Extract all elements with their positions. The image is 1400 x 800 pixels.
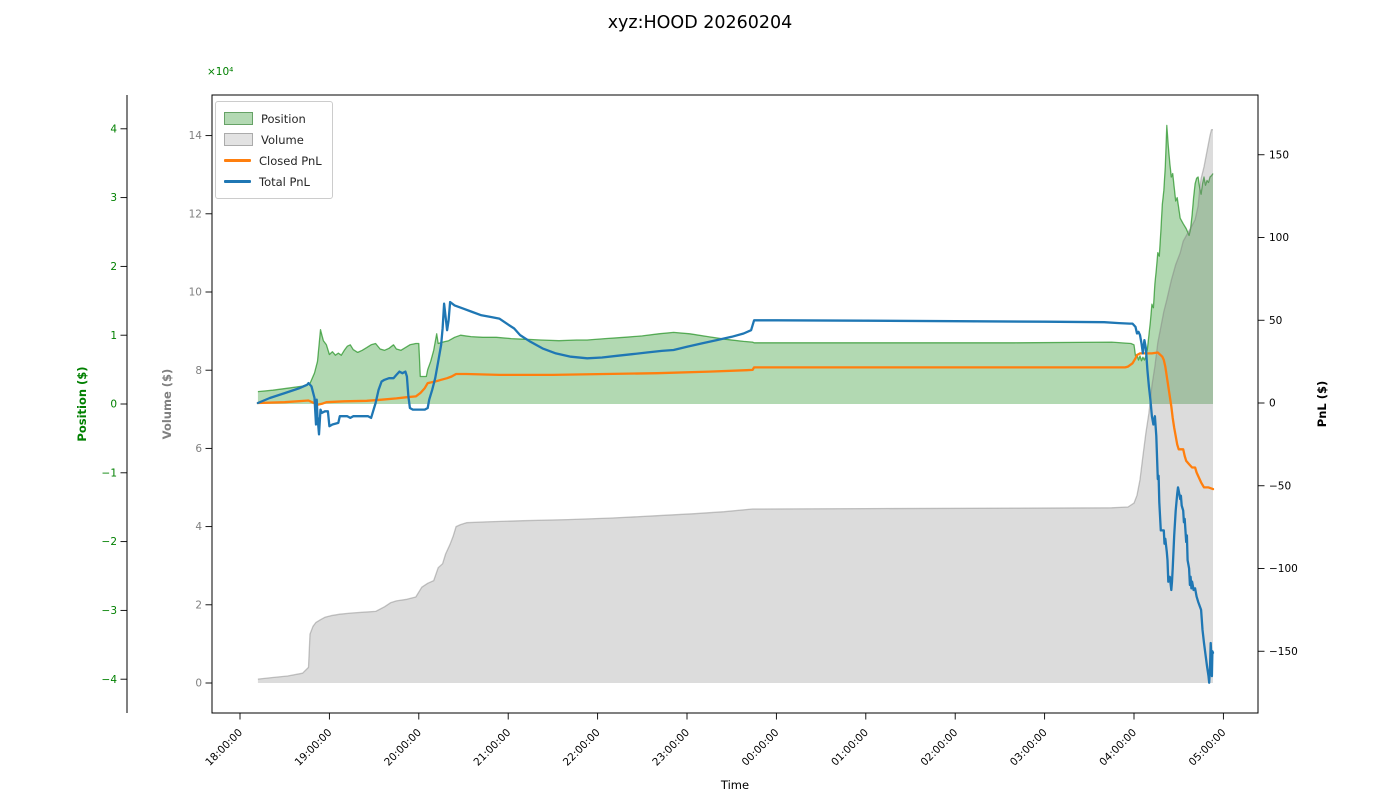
position-axis-label: Position ($) — [75, 366, 89, 442]
x-tick-label: 23:00:00 — [650, 727, 692, 769]
volume-tick-label: 6 — [195, 443, 202, 455]
x-tick-label: 00:00:00 — [740, 727, 782, 769]
x-tick-label: 21:00:00 — [471, 727, 513, 769]
chart-title: xyz:HOOD 20260204 — [607, 13, 793, 33]
pnl-axis-label: PnL ($) — [1315, 380, 1329, 428]
pnl-tick-label: 50 — [1269, 315, 1282, 327]
x-tick-label: 05:00:00 — [1187, 727, 1229, 769]
pnl-tick-label: 0 — [1269, 398, 1276, 410]
total-pnl-line — [256, 300, 1215, 684]
volume-tick-label: 10 — [189, 287, 202, 299]
volume-tick-label: 14 — [189, 130, 203, 142]
x-tick-label: 02:00:00 — [918, 727, 960, 769]
legend-item-closed-pnl: Closed PnL — [224, 150, 322, 171]
volume-tick-label: 0 — [195, 678, 202, 690]
position-tick-label: −1 — [102, 467, 117, 479]
legend: Position Volume Closed PnL Total PnL — [215, 101, 333, 199]
x-tick-label: 22:00:00 — [561, 727, 603, 769]
pnl-tick-label: 150 — [1269, 149, 1289, 161]
position-tick-label: 0 — [110, 399, 117, 411]
pnl-tick-label: −50 — [1269, 480, 1291, 492]
plot-border — [211, 94, 1259, 714]
legend-label: Volume — [261, 132, 304, 147]
x-tick-label: 18:00:00 — [203, 727, 245, 769]
position-tick-label: −3 — [102, 605, 117, 617]
position-tick-label: −2 — [102, 536, 117, 548]
pnl-tick-label: 100 — [1269, 232, 1289, 244]
pnl-tick-label: −150 — [1269, 646, 1298, 658]
x-tick-label: 20:00:00 — [382, 727, 424, 769]
position-area — [257, 125, 1213, 405]
volume-area-edge — [257, 129, 1213, 680]
volume-tick-label: 2 — [195, 599, 202, 611]
pnl-tick-label: −100 — [1269, 563, 1298, 575]
volume-tick-label: 4 — [195, 521, 202, 533]
x-tick-label: 01:00:00 — [829, 727, 871, 769]
volume-tick-label: 12 — [189, 208, 202, 220]
position-area-edge — [257, 124, 1214, 393]
position-tick-label: 3 — [110, 192, 117, 204]
volume-area — [257, 129, 1213, 683]
volume-tick-label: 8 — [195, 365, 202, 377]
plot-data-group — [256, 124, 1215, 684]
closed-pnl-swatch-icon — [224, 159, 251, 162]
legend-item-volume: Volume — [224, 129, 322, 150]
position-tick-label: 1 — [110, 330, 117, 342]
x-tick-label: 19:00:00 — [293, 727, 335, 769]
legend-label: Position — [261, 111, 306, 126]
volume-axis-label: Volume ($) — [160, 368, 174, 440]
position-swatch-icon — [224, 112, 253, 125]
legend-item-position: Position — [224, 108, 322, 129]
legend-item-total-pnl: Total PnL — [224, 171, 322, 192]
x-tick-label: 03:00:00 — [1008, 727, 1050, 769]
legend-label: Closed PnL — [259, 153, 322, 168]
axis-offset-multiplier: ×10⁴ — [207, 66, 234, 78]
position-tick-label: 2 — [110, 261, 117, 273]
position-tick-label: 4 — [110, 123, 117, 135]
position-tick-label: −4 — [102, 674, 118, 686]
x-tick-label: 04:00:00 — [1097, 727, 1139, 769]
closed-pnl-line — [256, 351, 1215, 491]
legend-label: Total PnL — [259, 174, 310, 189]
time-axis-label: Time — [720, 778, 750, 792]
total-pnl-swatch-icon — [224, 180, 251, 183]
volume-swatch-icon — [224, 133, 253, 146]
